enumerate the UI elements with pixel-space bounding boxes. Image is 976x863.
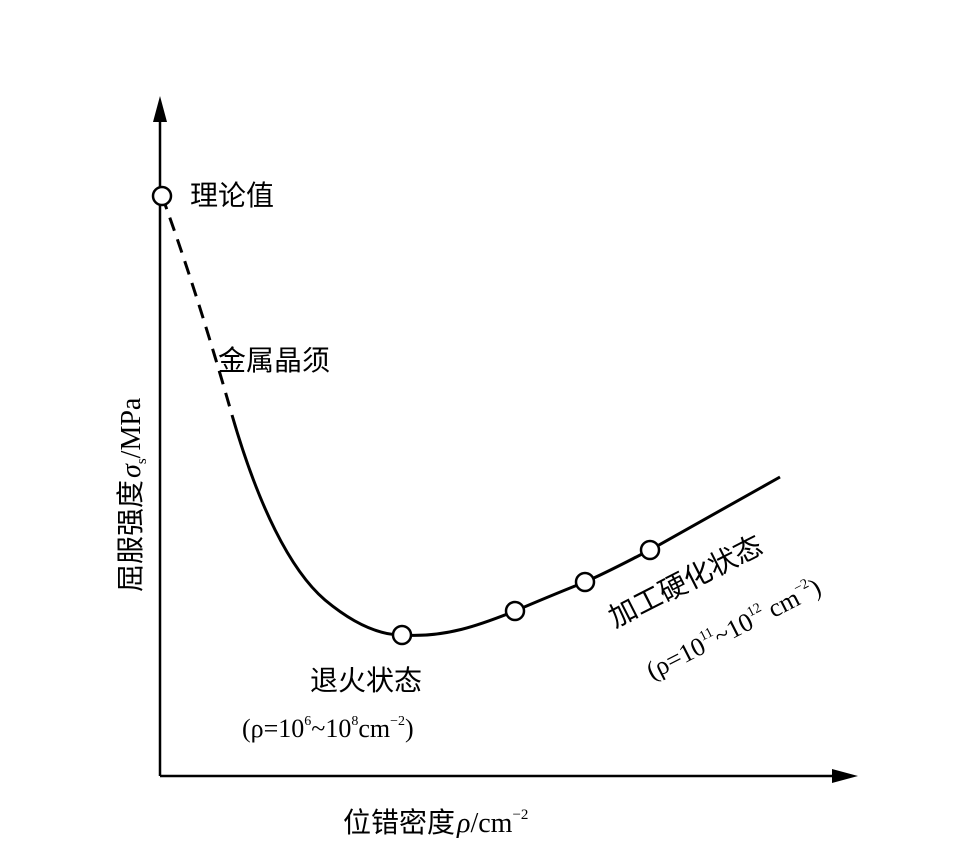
point-work-3 bbox=[639, 539, 661, 561]
annealed-range-prefix: (ρ=10 bbox=[242, 714, 304, 743]
y-axis-label-main: 屈服强度 bbox=[114, 480, 147, 592]
annealed-exp-3: −2 bbox=[390, 714, 405, 729]
y-axis-label-symbol: σ bbox=[116, 463, 147, 478]
x-axis-label-main: 位错密度 bbox=[343, 806, 455, 839]
work-range-prefix: (ρ=10 bbox=[642, 631, 711, 685]
point-annealed bbox=[391, 624, 413, 646]
annealed-exp-1: 6 bbox=[304, 714, 311, 729]
annealed-range-close: ) bbox=[405, 714, 414, 743]
y-axis-arrow bbox=[153, 96, 167, 122]
x-axis-label-unit: /cm bbox=[470, 808, 512, 839]
x-axis-label: 位错密度ρ/cm−2 bbox=[343, 806, 528, 839]
point-theory bbox=[151, 185, 173, 207]
y-axis-label-unit: /MPa bbox=[116, 397, 147, 458]
curve-solid-segment bbox=[230, 414, 781, 637]
y-axis-label-subscript: s bbox=[134, 458, 150, 464]
x-axis-label-exponent: −2 bbox=[512, 807, 528, 823]
label-annealed: 退火状态 bbox=[310, 664, 422, 697]
x-axis-label-symbol: ρ bbox=[456, 808, 470, 839]
y-axis-label-group: 屈服强度 σs/MPa bbox=[114, 397, 150, 592]
annealed-unit: cm bbox=[358, 714, 390, 743]
point-work-1 bbox=[504, 600, 526, 622]
curve-dashed-segment bbox=[160, 195, 234, 416]
x-axis-arrow bbox=[832, 769, 858, 783]
work-exp-1: 11 bbox=[697, 625, 716, 644]
label-theory: 理论值 bbox=[190, 179, 274, 212]
work-exp-2: 12 bbox=[745, 601, 764, 621]
annealed-exp-2: 8 bbox=[351, 714, 358, 729]
annealed-range-mid: ~10 bbox=[311, 714, 351, 743]
work-exp-3: −2 bbox=[791, 576, 811, 596]
label-whisker: 金属晶须 bbox=[218, 344, 330, 377]
y-axis-label: 屈服强度 σs/MPa bbox=[114, 397, 150, 592]
label-annealed-range: (ρ=106~108cm−2) bbox=[242, 714, 414, 743]
point-work-2 bbox=[574, 571, 596, 593]
